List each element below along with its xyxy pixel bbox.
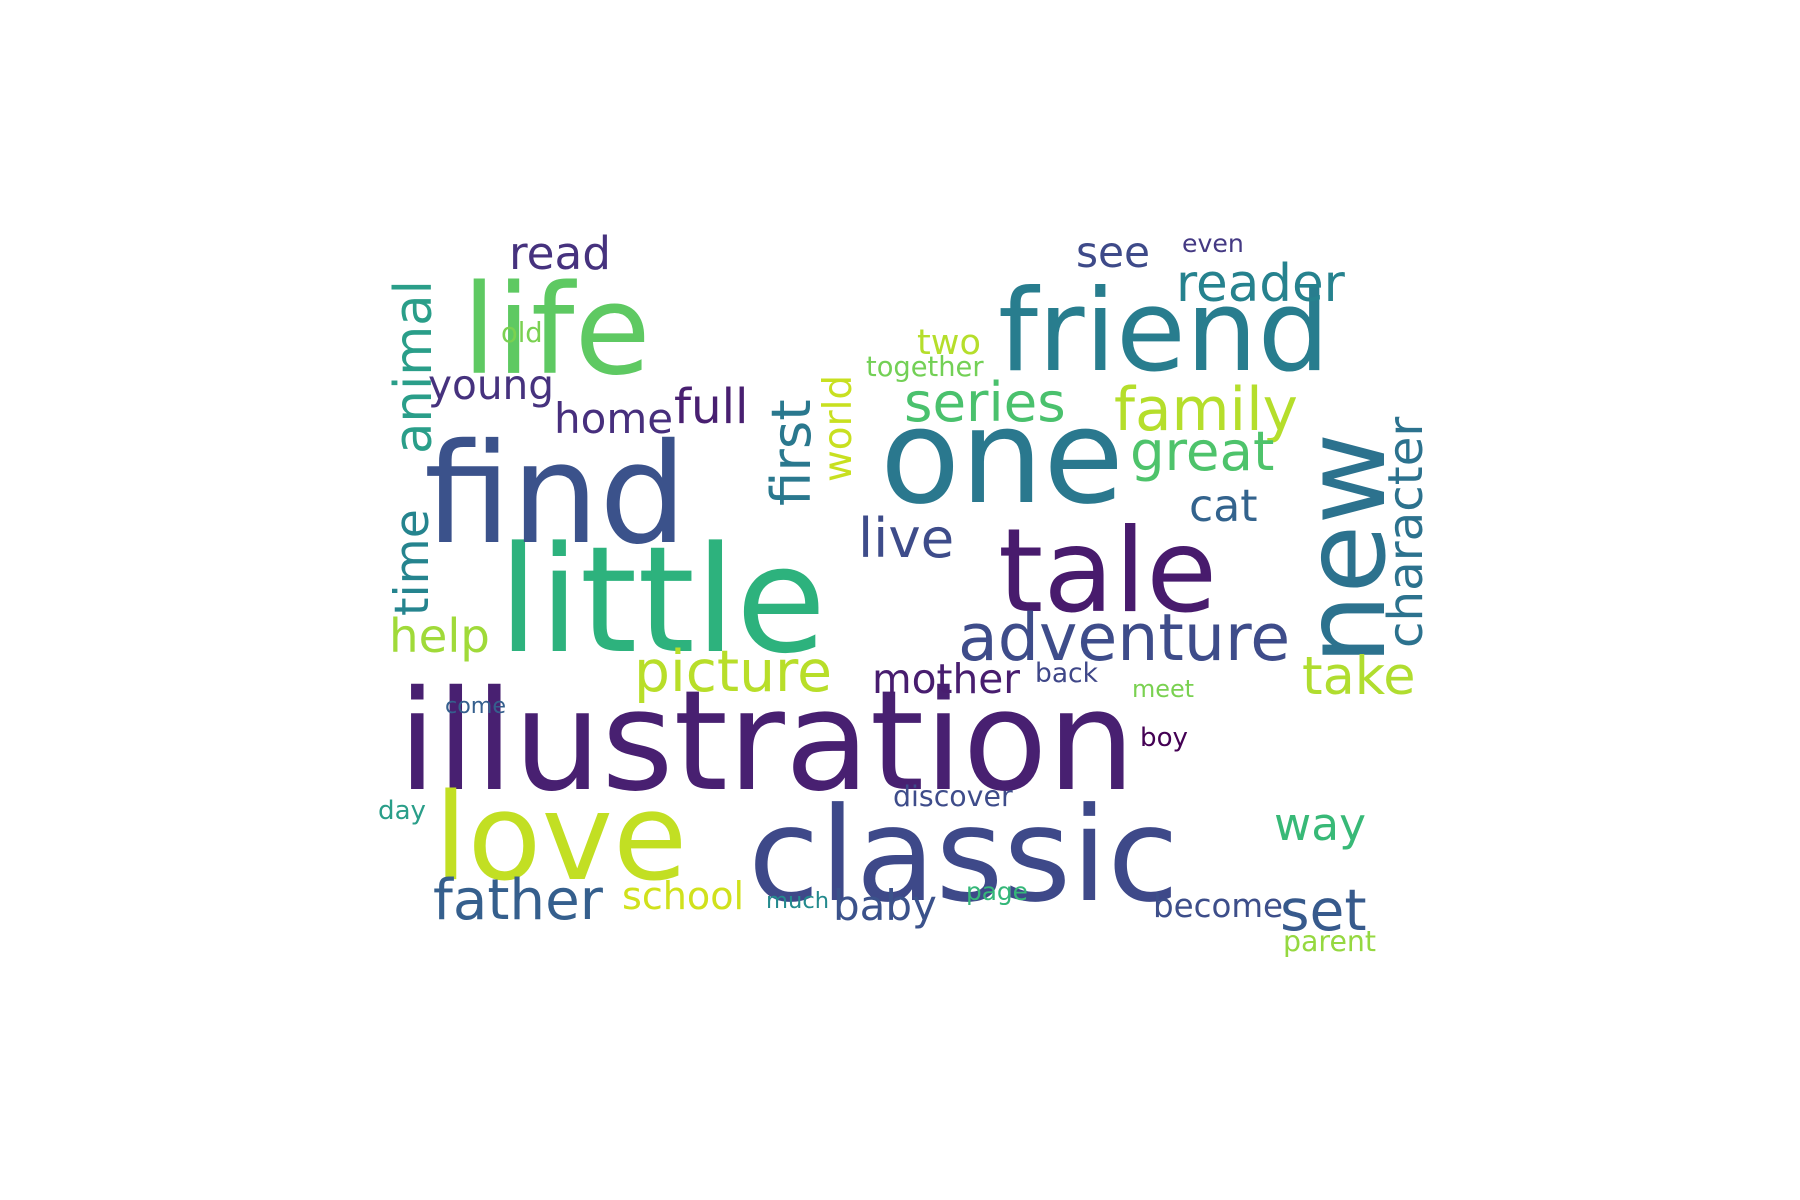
word-father: father (433, 868, 603, 933)
word-meet: meet (1132, 675, 1195, 703)
word-come: come (445, 693, 507, 719)
word-great: great (1130, 419, 1275, 483)
word-baby: baby (833, 881, 937, 930)
word-two: two (917, 322, 981, 363)
word-page: page (966, 877, 1028, 906)
word-mother: mother (872, 655, 1021, 703)
word-classic: classic (748, 779, 1179, 931)
word-discover: discover (893, 780, 1013, 813)
word-family: family (1114, 376, 1298, 445)
word-live: live (858, 506, 955, 570)
word-world: world (816, 374, 861, 482)
word-home: home (554, 394, 674, 443)
word-way: way (1274, 798, 1367, 851)
word-full: full (674, 379, 749, 435)
word-together: together (866, 352, 984, 383)
word-much: much (766, 888, 830, 914)
word-set: set (1280, 878, 1367, 944)
word-find: find (424, 413, 688, 575)
word-cat: cat (1189, 481, 1258, 532)
word-first: first (759, 399, 823, 506)
word-life: life (462, 259, 651, 403)
word-young: young (428, 361, 555, 409)
word-old: old (501, 318, 543, 349)
word-tale: tale (998, 505, 1218, 639)
word-school: school (622, 874, 745, 918)
word-love: love (434, 768, 688, 908)
word-take: take (1302, 646, 1416, 707)
word-adventure: adventure (958, 601, 1291, 676)
word-read: read (509, 227, 612, 280)
word-little: little (498, 515, 827, 686)
word-help: help (389, 610, 490, 664)
word-one: one (880, 380, 1124, 533)
word-even: even (1182, 229, 1244, 258)
word-boy: boy (1140, 723, 1188, 753)
word-parent: parent (1283, 925, 1377, 958)
word-friend: friend (998, 265, 1330, 397)
word-day: day (378, 796, 426, 826)
word-picture: picture (634, 639, 832, 705)
word-illustration: illustration (398, 660, 1136, 822)
word-series: series (904, 370, 1066, 434)
word-character: character (1378, 416, 1434, 648)
word-reader: reader (1176, 254, 1345, 314)
word-back: back (1035, 658, 1098, 689)
word-become: become (1153, 887, 1284, 925)
word-time: time (385, 509, 440, 616)
word-see: see (1076, 228, 1151, 277)
